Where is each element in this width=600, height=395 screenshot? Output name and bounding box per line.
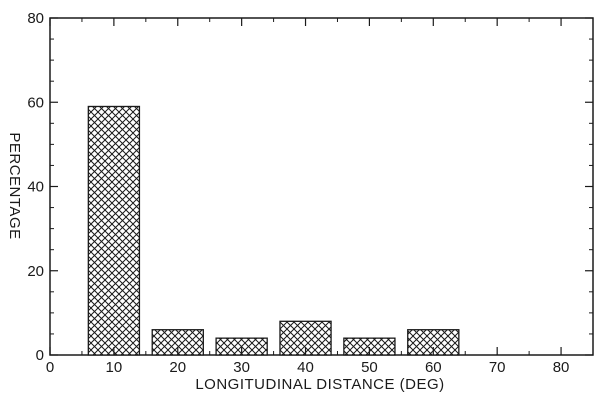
x-tick-label-30: 30	[233, 359, 250, 376]
x-tick-label-40: 40	[297, 359, 314, 376]
x-tick-label-70: 70	[489, 359, 506, 376]
y-axis-ticks: 0 20 40 60 80	[27, 10, 593, 364]
x-tick-label-0: 0	[46, 359, 54, 376]
x-tick-label-10: 10	[106, 359, 123, 376]
x-axis-ticks: 0 10 20 30 40 50 60 70 80	[46, 18, 594, 376]
x-tick-label-20: 20	[169, 359, 186, 376]
bar-10	[87, 105, 141, 356]
y-axis-title: PERCENTAGE	[6, 132, 23, 239]
y-tick-label-20: 20	[27, 263, 44, 280]
x-tick-label-50: 50	[361, 359, 378, 376]
bars-group	[87, 105, 460, 356]
y-tick-label-60: 60	[27, 94, 44, 111]
x-tick-label-60: 60	[425, 359, 442, 376]
y-tick-label-80: 80	[27, 10, 44, 27]
x-tick-label-80: 80	[553, 359, 570, 376]
y-tick-label-0: 0	[36, 347, 44, 364]
y-tick-label-40: 40	[27, 179, 44, 196]
x-axis-title: LONGITUDINAL DISTANCE (DEG)	[195, 376, 444, 393]
